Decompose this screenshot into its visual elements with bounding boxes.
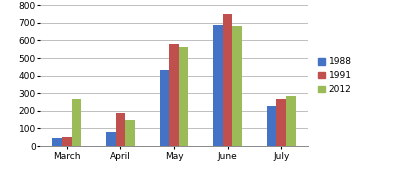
Bar xyxy=(106,132,116,146)
Bar xyxy=(116,113,125,146)
Bar xyxy=(276,99,286,146)
Bar xyxy=(125,120,135,146)
Bar xyxy=(169,44,179,146)
Bar xyxy=(179,47,188,146)
Bar xyxy=(267,106,276,146)
Bar xyxy=(160,70,169,146)
Bar xyxy=(62,137,72,146)
Legend: 1988, 1991, 2012: 1988, 1991, 2012 xyxy=(315,55,354,97)
Bar xyxy=(223,14,232,146)
Bar xyxy=(213,25,223,146)
Bar xyxy=(286,96,296,146)
Bar xyxy=(232,26,242,146)
Bar xyxy=(72,99,81,146)
Bar xyxy=(52,138,62,146)
